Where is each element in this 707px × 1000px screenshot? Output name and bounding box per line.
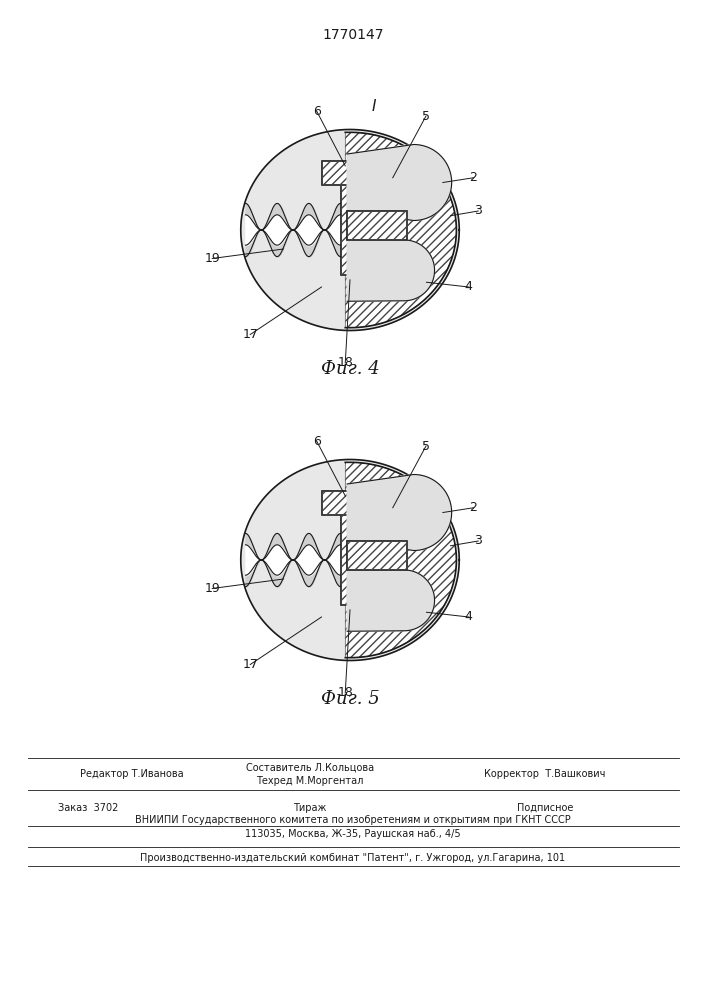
Text: Тираж: Тираж [293, 803, 327, 813]
Bar [322, 491, 378, 515]
Bar [341, 185, 358, 275]
Text: Корректор  Т.Вашкович: Корректор Т.Вашкович [484, 769, 606, 779]
Text: 17: 17 [243, 328, 258, 341]
Text: 5: 5 [422, 440, 430, 452]
Bar [347, 211, 407, 239]
Bar [347, 541, 407, 570]
Polygon shape [241, 129, 460, 331]
Bar [322, 161, 378, 185]
Text: 113035, Москва, Ж-35, Раушская наб., 4/5: 113035, Москва, Ж-35, Раушская наб., 4/5 [245, 829, 461, 839]
Text: 17: 17 [243, 658, 258, 671]
Text: 4: 4 [464, 610, 473, 624]
Text: 18: 18 [337, 686, 354, 700]
Text: 5: 5 [422, 109, 430, 122]
Bar [341, 515, 358, 605]
Polygon shape [347, 475, 452, 550]
Polygon shape [347, 144, 452, 221]
Text: Подписное: Подписное [517, 803, 573, 813]
Text: 19: 19 [204, 582, 220, 595]
Text: 1770147: 1770147 [322, 28, 384, 42]
Polygon shape [345, 132, 457, 328]
Text: I: I [371, 99, 376, 114]
Text: ВНИИПИ Государственного комитета по изобретениям и открытиям при ГКНТ СССР: ВНИИПИ Государственного комитета по изоб… [135, 815, 571, 825]
Bar [341, 515, 358, 605]
Text: Фиг. 5: Фиг. 5 [321, 690, 380, 708]
Text: 18: 18 [337, 357, 354, 369]
Text: Фиг. 4: Фиг. 4 [321, 360, 380, 378]
Text: 6: 6 [312, 105, 321, 118]
Text: Заказ  3702: Заказ 3702 [58, 803, 118, 813]
Text: 6: 6 [312, 435, 321, 448]
Text: 19: 19 [204, 252, 220, 265]
Text: 2: 2 [469, 171, 477, 184]
Text: 4: 4 [464, 280, 473, 294]
Text: Составитель Л.Кольцова: Составитель Л.Кольцова [246, 763, 374, 773]
Bar [341, 185, 358, 275]
Text: Редактор Т.Иванова: Редактор Т.Иванова [80, 769, 184, 779]
Text: 2: 2 [469, 501, 477, 514]
Bar [322, 161, 378, 185]
Polygon shape [347, 570, 435, 631]
Polygon shape [345, 462, 457, 658]
Text: 3: 3 [474, 205, 482, 218]
Text: 3: 3 [474, 534, 482, 548]
Polygon shape [241, 459, 460, 661]
Bar [322, 491, 378, 515]
Text: Производственно-издательский комбинат "Патент", г. Ужгород, ул.Гагарина, 101: Производственно-издательский комбинат "П… [141, 853, 566, 863]
Bar [347, 541, 407, 570]
Bar [347, 211, 407, 239]
Polygon shape [347, 239, 435, 301]
Text: Техред М.Моргентал: Техред М.Моргентал [257, 776, 363, 786]
